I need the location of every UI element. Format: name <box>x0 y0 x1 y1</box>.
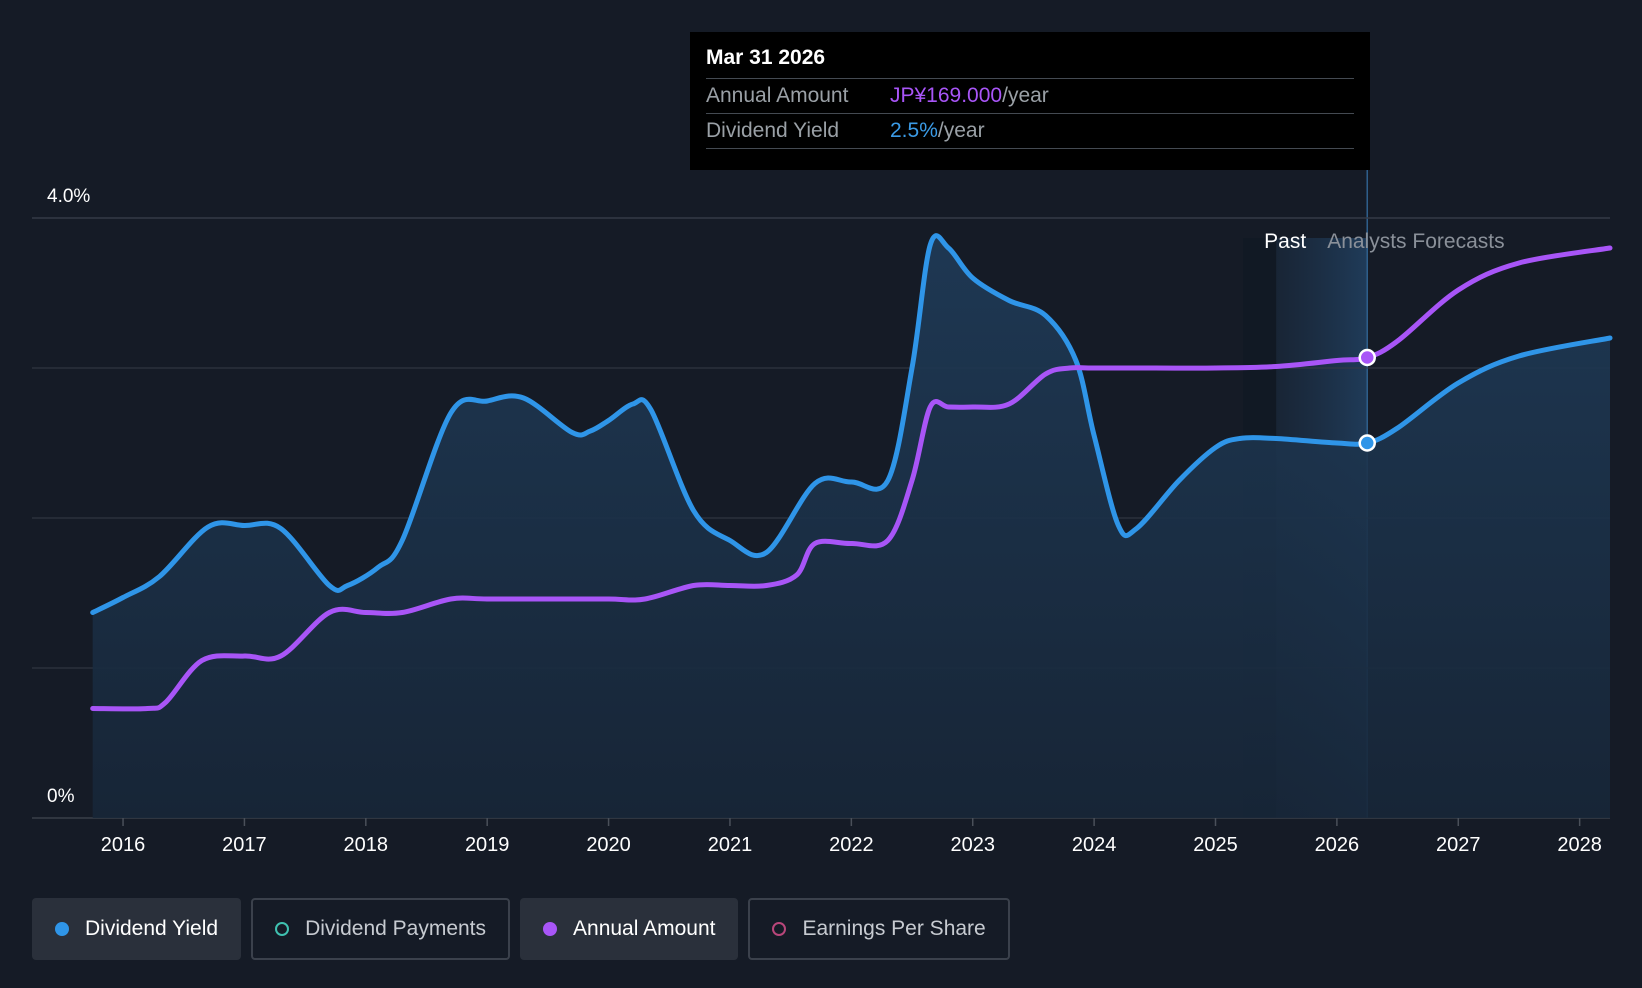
tooltip: Mar 31 2026 Annual Amount JP¥169.000 /ye… <box>690 32 1370 170</box>
legend: Dividend Yield Dividend Payments Annual … <box>32 898 1010 960</box>
tooltip-row-annual-amount: Annual Amount JP¥169.000 /year <box>706 79 1354 114</box>
legend-label: Annual Amount <box>573 917 716 940</box>
earnings-per-share-dot-icon <box>772 922 787 936</box>
legend-dividend-payments-button[interactable]: Dividend Payments <box>251 898 511 960</box>
annual-amount-line <box>90 245 1613 712</box>
annual-amount-marker <box>1358 348 1376 367</box>
x-tick-label: 2016 <box>101 834 146 856</box>
dividend-yield-dot-icon <box>55 922 69 936</box>
dividend-yield-marker <box>1358 434 1376 452</box>
dividend-yield-line <box>90 233 1613 615</box>
x-tick-label: 2020 <box>586 834 631 856</box>
x-tick-label: 2021 <box>708 834 753 856</box>
y-axis-bottom-label: 0% <box>47 786 75 807</box>
x-tick-label: 2023 <box>950 834 995 856</box>
forecast-region-label: Analysts Forecasts <box>1327 230 1504 253</box>
past-region-label: Past <box>1264 230 1306 253</box>
legend-earnings-per-share-button[interactable]: Earnings Per Share <box>748 898 1010 960</box>
tooltip-key: Annual Amount <box>706 84 849 107</box>
y-axis-top-label: 4.0% <box>47 186 90 207</box>
x-tick-label: 2022 <box>829 834 874 856</box>
x-tick-label: 2026 <box>1315 834 1360 856</box>
legend-dividend-yield-button[interactable]: Dividend Yield <box>32 898 242 960</box>
legend-label: Dividend Yield <box>85 917 219 940</box>
tooltip-date: Mar 31 2026 <box>706 46 1354 79</box>
annual-amount-dot-icon <box>543 922 558 936</box>
tooltip-row-dividend-yield: Dividend Yield 2.5% /year <box>706 114 1354 149</box>
dividend-yield-area <box>92 235 1611 818</box>
tooltip-key: Dividend Yield <box>706 119 840 142</box>
legend-annual-amount-button[interactable]: Annual Amount <box>520 898 739 960</box>
x-tick-label: 2025 <box>1193 834 1238 856</box>
tooltip-value: JP¥169.000 <box>890 84 1003 107</box>
x-tick-label: 2024 <box>1072 834 1117 856</box>
tooltip-unit: /year <box>937 119 985 142</box>
dividend-payments-dot-icon <box>275 922 290 936</box>
x-tick-label: 2028 <box>1557 834 1602 856</box>
x-tick-label: 2027 <box>1436 834 1481 856</box>
x-tick-label: 2019 <box>465 834 510 856</box>
tooltip-value: 2.5% <box>890 119 938 142</box>
tooltip-unit: /year <box>1002 84 1049 107</box>
x-tick-label: 2017 <box>222 834 267 856</box>
legend-label: Dividend Payments <box>305 917 487 940</box>
legend-label: Earnings Per Share <box>802 917 986 940</box>
x-tick-label: 2018 <box>344 834 389 856</box>
